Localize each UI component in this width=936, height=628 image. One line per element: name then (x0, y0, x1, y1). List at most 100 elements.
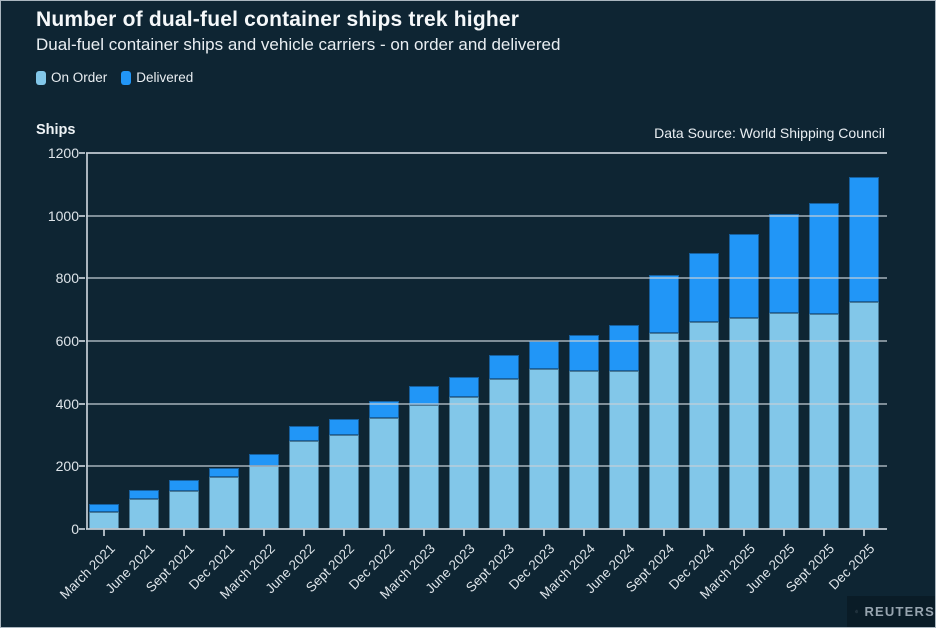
y-tick-mark (79, 465, 85, 468)
y-tick-mark (79, 340, 85, 342)
y-tick-label: 0 (71, 521, 79, 537)
bar-segment-delivered (289, 425, 319, 442)
y-tick-mark (79, 528, 85, 530)
bar-group-dec-2021 (209, 467, 239, 529)
bar-segment-delivered (249, 453, 279, 467)
x-tick-mark (823, 529, 825, 536)
bar-group-june-2025 (769, 214, 799, 529)
bar-segment-delivered (449, 377, 479, 398)
bar-segment-delivered (529, 341, 559, 370)
bar-segment-delivered (169, 480, 199, 492)
y-tick-mark (79, 152, 85, 154)
bar-segment-delivered (769, 214, 799, 313)
legend-item-on-order: On Order (36, 70, 107, 85)
gridline-400 (86, 402, 887, 405)
x-tick-label: March 2021 (56, 541, 118, 603)
y-axis-title: Ships (36, 122, 76, 138)
bar-segment-on-order (729, 317, 759, 529)
bar-group-march-2024 (569, 334, 599, 529)
bar-group-dec-2022 (369, 400, 399, 529)
bar-segment-on-order (489, 378, 519, 529)
bar-segment-delivered (409, 386, 439, 406)
bar-segment-delivered (89, 503, 119, 512)
bar-group-march-2021 (89, 503, 119, 529)
page-subtitle: Dual-fuel container ships and vehicle ca… (36, 35, 561, 54)
bar-segment-delivered (809, 203, 839, 315)
gridline-200 (86, 465, 887, 468)
x-tick-mark (663, 529, 665, 536)
bar-segment-on-order (569, 370, 599, 529)
x-tick-mark (423, 529, 425, 536)
x-tick-mark (383, 529, 385, 536)
y-axis-line (86, 153, 88, 529)
bar-segment-on-order (449, 397, 479, 529)
x-tick-mark (543, 529, 545, 536)
bar-group-june-2023 (449, 377, 479, 529)
bar-group-june-2021 (129, 489, 159, 529)
bar-segment-on-order (209, 477, 239, 529)
bar-group-sept-2022 (329, 419, 359, 529)
x-tick-mark (503, 529, 505, 536)
x-tick-mark (183, 529, 185, 536)
bar-segment-delivered (369, 400, 399, 418)
y-tick-label: 1000 (47, 207, 79, 224)
bar-segment-delivered (129, 489, 159, 500)
bar-segment-on-order (129, 499, 159, 529)
bar-group-dec-2025 (849, 176, 879, 529)
bar-segment-on-order (769, 312, 799, 529)
x-tick-mark (623, 529, 625, 536)
x-tick-mark (303, 529, 305, 536)
x-tick-mark (703, 529, 705, 536)
bar-group-dec-2023 (529, 341, 559, 529)
bar-segment-on-order (369, 417, 399, 529)
x-tick-mark (743, 529, 745, 536)
bar-segment-on-order (249, 466, 279, 529)
bar-segment-delivered (729, 234, 759, 318)
x-tick-mark (463, 529, 465, 536)
bar-segment-delivered (649, 275, 679, 334)
bar-segment-delivered (689, 253, 719, 323)
bar-group-sept-2024 (649, 275, 679, 529)
bar-segment-on-order (289, 441, 319, 529)
bar-segment-on-order (849, 301, 879, 529)
y-tick-label: 200 (55, 458, 79, 475)
bar-segment-on-order (529, 369, 559, 529)
data-source-note: Data Source: World Shipping Council (654, 125, 885, 141)
bar-segment-on-order (809, 314, 839, 529)
page-title: Number of dual-fuel container ships trek… (36, 8, 520, 31)
y-tick-label: 400 (55, 395, 79, 412)
bar-group-sept-2025 (809, 203, 839, 529)
bar-group-june-2024 (609, 325, 639, 529)
bar-group-sept-2023 (489, 355, 519, 529)
x-tick-mark (223, 529, 225, 536)
bar-segment-delivered (489, 355, 519, 379)
bar-segment-on-order (689, 322, 719, 529)
bar-segment-delivered (849, 176, 879, 302)
bar-segment-on-order (89, 511, 119, 529)
y-tick-mark (79, 214, 85, 217)
gridline-800 (86, 277, 887, 280)
gridline-0 (86, 528, 887, 530)
bar-segment-on-order (329, 435, 359, 529)
legend-label-on-order: On Order (51, 70, 108, 85)
y-tick-label: 800 (55, 270, 79, 287)
bar-segment-on-order (169, 491, 199, 529)
x-tick-mark (143, 529, 145, 536)
legend-swatch-delivered (121, 70, 132, 85)
bar-segment-delivered (209, 467, 239, 478)
x-tick-mark (103, 529, 105, 536)
bar-group-dec-2024 (689, 253, 719, 529)
x-tick-mark (263, 529, 265, 536)
gridline-1200 (86, 152, 887, 154)
y-tick-mark (79, 277, 85, 280)
chart-plot: March 2021 June 2021 Sept 2021 Dec 2021 Marc… (48, 145, 887, 602)
gridline-1000 (86, 214, 887, 217)
bar-segment-delivered (329, 419, 359, 435)
bar-segment-on-order (649, 333, 679, 529)
x-tick-mark (583, 529, 585, 536)
bar-segment-on-order (609, 370, 639, 529)
bar-group-march-2025 (729, 234, 759, 529)
legend-swatch-on-order (36, 70, 46, 85)
bar-group-june-2022 (289, 425, 319, 529)
